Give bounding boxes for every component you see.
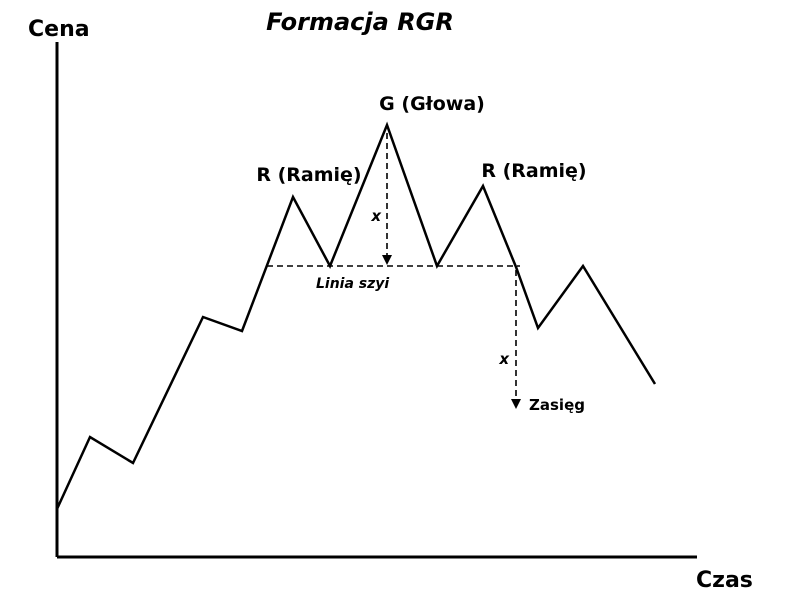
target-height-x-label: x (498, 350, 510, 368)
target-measure-arrow-down-icon (511, 399, 521, 409)
price-line (55, 121, 657, 510)
head-label: G (Głowa) (379, 93, 485, 115)
y-axis-label: Cena (28, 17, 90, 42)
left-shoulder-label: R (Ramię) (256, 164, 361, 186)
right-shoulder-label: R (Ramię) (481, 160, 586, 182)
diagram-title: Formacja RGR (266, 8, 454, 36)
x-axis-label: Czas (696, 568, 753, 593)
neckline-label: Linia szyi (316, 276, 389, 292)
head-height-x-label: x (370, 207, 382, 225)
head-measure-arrow-down-icon (382, 255, 392, 265)
target-label: Zasięg (529, 396, 585, 414)
